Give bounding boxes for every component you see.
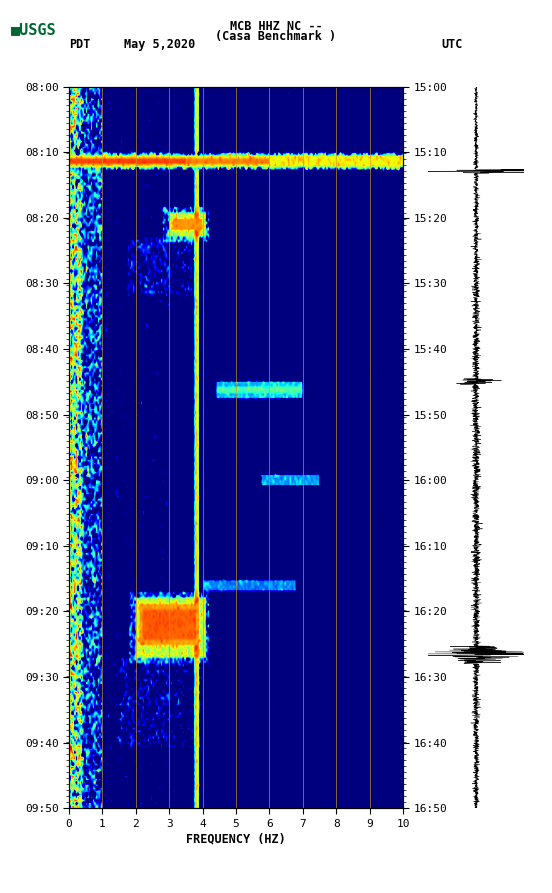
X-axis label: FREQUENCY (HZ): FREQUENCY (HZ) xyxy=(186,833,286,846)
Text: (Casa Benchmark ): (Casa Benchmark ) xyxy=(215,30,337,44)
Text: May 5,2020: May 5,2020 xyxy=(124,38,195,52)
Text: PDT: PDT xyxy=(69,38,91,52)
Text: MCB HHZ NC --: MCB HHZ NC -- xyxy=(230,20,322,33)
Text: UTC: UTC xyxy=(442,38,463,52)
Text: ■USGS: ■USGS xyxy=(11,22,57,38)
